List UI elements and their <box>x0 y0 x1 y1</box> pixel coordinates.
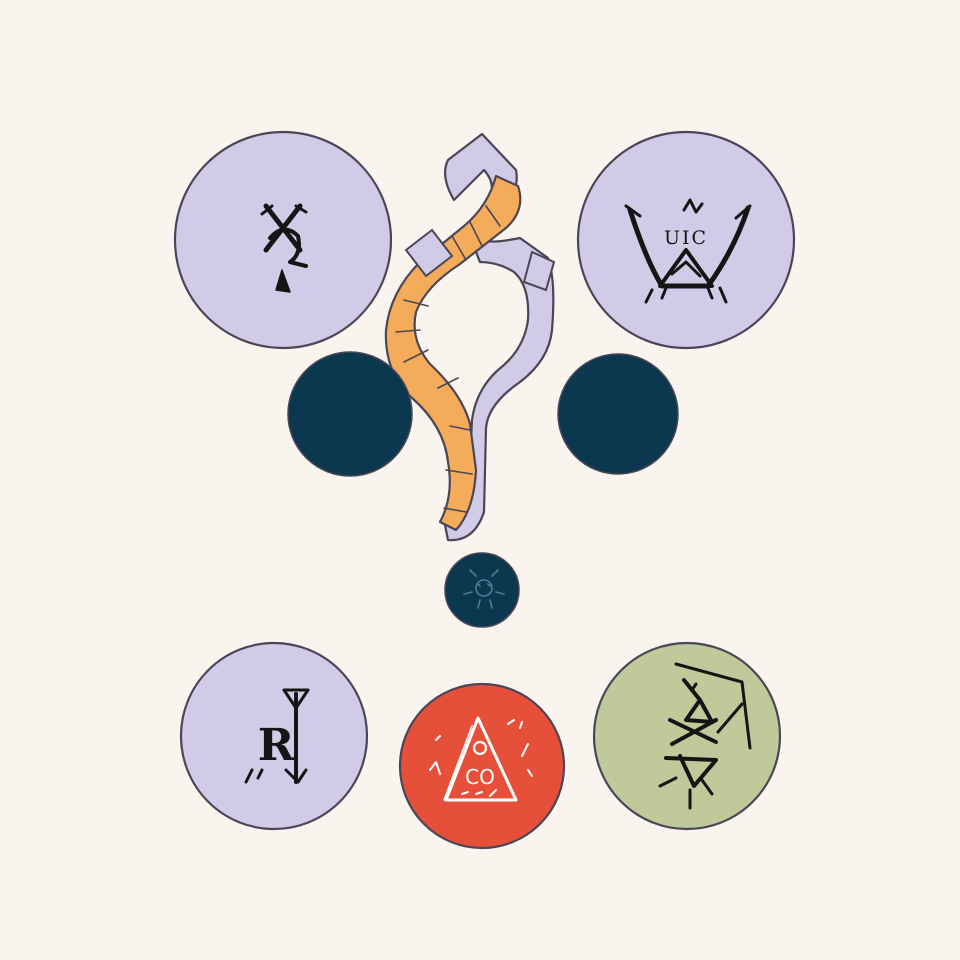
x-rune-icon <box>260 203 308 293</box>
eye-triangle-rune-icon: CO <box>429 716 533 802</box>
lavender-band <box>404 228 454 278</box>
orange-strand <box>384 174 522 532</box>
crown-triangle-rune-icon: UIC <box>624 198 752 304</box>
bottom-center-rune-token: CO <box>398 682 566 850</box>
center-small-navy-orb <box>444 552 520 628</box>
sprite-glyph-icon <box>463 569 505 609</box>
left-navy-orb <box>287 351 413 477</box>
svg-text:CO: CO <box>465 765 495 789</box>
r-rune-icon: R <box>244 688 310 784</box>
top-left-rune-token <box>173 130 393 350</box>
svg-text:UIC: UIC <box>664 227 708 249</box>
sigil-rune-icon <box>658 662 752 810</box>
twisted-ribbon-icon <box>384 132 556 542</box>
right-navy-orb <box>557 353 679 475</box>
lavender-band-2 <box>522 250 556 292</box>
bottom-left-rune-token: R <box>179 641 369 831</box>
bottom-right-rune-token <box>592 641 782 831</box>
top-right-rune-token: UIC <box>576 130 796 350</box>
svg-text:R: R <box>258 720 295 771</box>
ribbon-wrap-lines <box>395 205 501 513</box>
